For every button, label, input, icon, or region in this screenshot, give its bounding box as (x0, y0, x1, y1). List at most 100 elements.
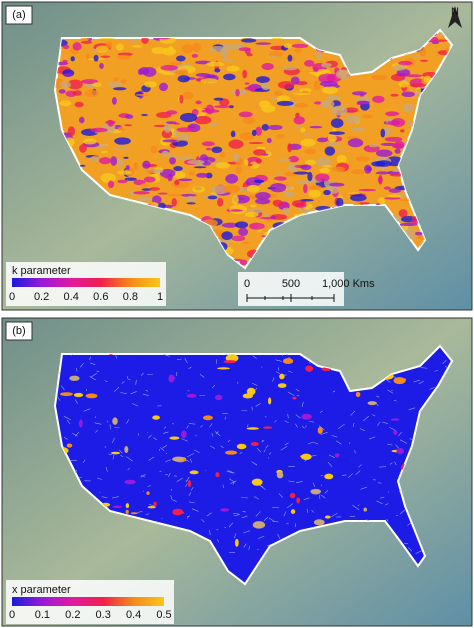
stream (90, 362, 96, 365)
region (293, 126, 305, 129)
region (287, 162, 299, 172)
region (100, 173, 116, 183)
stream (63, 436, 68, 440)
region (93, 54, 99, 62)
stream (135, 379, 137, 385)
stream (209, 445, 215, 449)
region (194, 115, 212, 125)
stream (185, 459, 190, 462)
region (165, 121, 177, 125)
region (173, 166, 183, 172)
region (245, 177, 262, 187)
region (367, 401, 377, 406)
stream (216, 431, 219, 435)
region (192, 185, 206, 193)
region (189, 470, 199, 475)
region (100, 55, 111, 58)
region (390, 93, 399, 97)
stream (101, 496, 108, 499)
stream (142, 490, 145, 492)
region (117, 170, 132, 175)
stream (163, 426, 167, 429)
region (168, 61, 183, 66)
stream (126, 419, 130, 424)
region (172, 456, 184, 462)
panel-b: (b) x parameter 0 0.1 0.2 0.3 0.4 0.5 (1, 317, 473, 627)
region (279, 373, 285, 380)
region (399, 222, 418, 227)
stream (261, 366, 263, 368)
region (114, 137, 131, 145)
stream (407, 522, 412, 526)
region (292, 396, 297, 400)
stream (127, 467, 130, 471)
region (245, 48, 251, 55)
region (180, 193, 197, 197)
stream (331, 512, 338, 518)
region (253, 149, 267, 156)
region (282, 207, 290, 215)
stream (162, 445, 168, 449)
stream (97, 477, 102, 480)
region (261, 82, 271, 91)
region (191, 53, 199, 58)
region (318, 73, 336, 84)
stream (159, 470, 162, 473)
region (255, 191, 271, 200)
region (308, 189, 321, 198)
stream (227, 439, 231, 443)
stream (82, 459, 86, 463)
region (336, 197, 344, 208)
region (209, 45, 227, 53)
stream (163, 431, 169, 434)
north-arrow (448, 6, 462, 28)
stream (172, 423, 174, 425)
region (387, 194, 402, 198)
region (332, 166, 346, 172)
stream (281, 353, 284, 356)
region (79, 144, 87, 153)
stream (226, 470, 233, 474)
stream (380, 497, 385, 499)
region (167, 193, 183, 197)
stream (413, 379, 421, 383)
stream (320, 431, 328, 435)
region (304, 159, 316, 166)
region (249, 161, 260, 169)
stream (186, 425, 189, 429)
region (186, 393, 197, 398)
stream (342, 474, 347, 476)
region (215, 472, 220, 478)
stream (200, 425, 203, 428)
region (228, 105, 234, 109)
stream (352, 422, 355, 428)
region (234, 538, 239, 547)
region (211, 146, 223, 154)
region (368, 143, 379, 148)
region (300, 164, 312, 171)
stream (121, 381, 125, 384)
region (85, 393, 98, 399)
region (58, 89, 66, 94)
region (393, 430, 398, 435)
region (315, 157, 332, 167)
stream (311, 454, 317, 457)
stream (163, 353, 170, 357)
region (255, 126, 262, 136)
stream (112, 454, 115, 460)
region (107, 81, 124, 88)
legend-tick-label: 0.6 (93, 291, 108, 303)
stream (359, 428, 365, 432)
region (124, 114, 134, 119)
region (137, 68, 144, 76)
stream (346, 387, 350, 392)
region (215, 162, 231, 169)
stream (148, 503, 155, 507)
region (113, 76, 120, 82)
stream (350, 410, 356, 416)
region (383, 186, 391, 190)
region (59, 80, 71, 89)
region (380, 128, 386, 138)
region (402, 103, 415, 113)
region (220, 58, 237, 61)
